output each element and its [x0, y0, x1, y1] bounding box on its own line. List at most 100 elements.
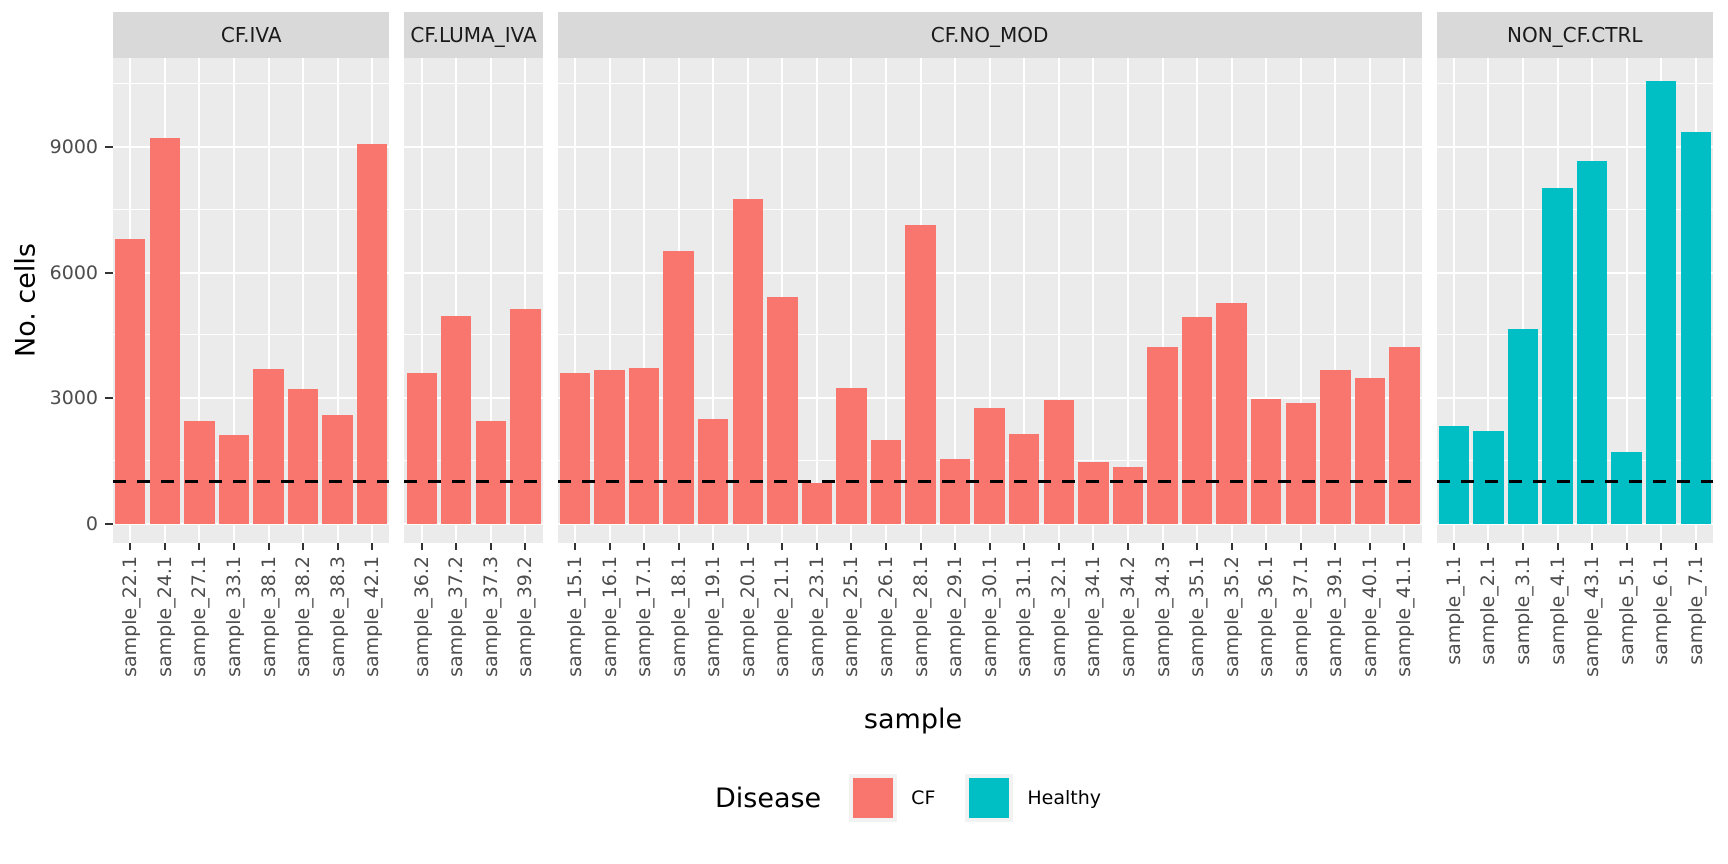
bar-slot: sample_34.1	[1076, 58, 1111, 677]
bar-slot: sample_2.1	[1471, 58, 1506, 665]
legend-item-CF: CF	[849, 774, 935, 822]
gridline-vertical	[1452, 58, 1455, 543]
bar-sample_36.2	[406, 373, 437, 524]
gridline-vertical	[198, 58, 201, 543]
facet-panel: sample_36.2 sample_37.2 sample_37.3 sample_…	[404, 58, 543, 677]
x-tick-mark	[1694, 543, 1697, 550]
x-tick-label: sample_30.1	[978, 556, 1001, 677]
bar-slot: sample_41.1	[1387, 58, 1422, 677]
x-tick-mark	[336, 543, 339, 550]
bar-sample_35.2	[1216, 303, 1247, 524]
bar-slot: sample_37.1	[1283, 58, 1318, 677]
gridline-vertical	[336, 58, 339, 543]
bar-slot: sample_35.2	[1214, 58, 1249, 677]
bar-slot: sample_24.1	[148, 58, 183, 677]
y-axis-title: No. cells	[10, 243, 42, 358]
bar-slot: sample_22.1	[113, 58, 148, 677]
gridline-vertical	[850, 58, 853, 543]
bar-slot: sample_37.3	[474, 58, 509, 677]
gridline-vertical	[420, 58, 423, 543]
bar-sample_37.3	[475, 420, 507, 524]
x-tick-label: sample_37.1	[1289, 556, 1312, 677]
x-tick-label: sample_24.1	[153, 556, 176, 677]
x-tick-mark	[885, 543, 887, 550]
bar-sample_35.1	[1181, 317, 1213, 524]
x-tick-label: sample_17.1	[633, 556, 656, 677]
x-tick-mark	[781, 543, 784, 550]
hline-dashed-threshold	[557, 480, 1422, 484]
gridline-vertical	[1023, 58, 1026, 543]
bar-sample_32.1	[1043, 399, 1075, 524]
x-tick-mark	[1368, 543, 1371, 550]
bar-slot: sample_34.3	[1145, 58, 1180, 677]
x-tick-mark	[1487, 543, 1490, 550]
bar-slot: sample_26.1	[869, 58, 904, 677]
bar-sample_5.1	[1611, 452, 1642, 524]
bar-sample_1.1	[1438, 425, 1470, 524]
gridline-major	[113, 397, 390, 400]
facet-strip-label: NON_CF.CTRL	[1436, 12, 1713, 58]
bar-sample_40.1	[1354, 378, 1386, 524]
bar-sample_39.1	[1320, 369, 1351, 524]
legend-key-swatch	[965, 774, 1014, 822]
bar-slot: sample_38.2	[286, 58, 321, 677]
bar-slot: sample_35.1	[1180, 58, 1215, 677]
gridline-vertical	[1161, 58, 1164, 543]
gridline-minor	[1436, 460, 1713, 462]
gridline-vertical	[267, 58, 270, 543]
bar-sample_16.1	[594, 369, 625, 524]
bar-sample_3.1	[1507, 329, 1539, 524]
x-tick-mark	[1556, 543, 1559, 550]
x-tick-mark	[954, 543, 957, 550]
bar-slot: sample_29.1	[938, 58, 973, 677]
x-tick-label: sample_31.1	[1013, 556, 1036, 677]
x-tick-label: sample_42.1	[361, 556, 384, 677]
bar-sample_36.1	[1250, 399, 1282, 524]
x-tick-mark	[1299, 543, 1302, 550]
gridline-vertical	[1126, 58, 1129, 543]
x-tick-mark	[1334, 543, 1337, 550]
x-tick-label: sample_35.2	[1220, 556, 1243, 677]
x-tick-mark	[1403, 543, 1406, 550]
bar-sample_33.1	[218, 435, 250, 524]
gridline-vertical	[455, 58, 458, 543]
y-tick-label: 3000	[49, 387, 98, 410]
bar-slot: sample_4.1	[1540, 58, 1575, 665]
gridline-vertical	[302, 58, 305, 543]
x-tick-mark	[1660, 543, 1663, 550]
gridline-major	[404, 145, 543, 148]
gridline-vertical	[885, 58, 887, 543]
bar-sample_17.1	[628, 368, 660, 524]
x-tick-label: sample_27.1	[188, 556, 211, 677]
gridline-vertical	[954, 58, 957, 543]
gridline-minor	[404, 208, 543, 210]
gridline-vertical	[1625, 58, 1628, 543]
legend-title: Disease	[714, 782, 822, 814]
bar-slot: sample_16.1	[592, 58, 627, 677]
x-tick-mark	[232, 543, 235, 550]
x-tick-label: sample_7.1	[1684, 556, 1707, 665]
x-tick-mark	[1023, 543, 1026, 550]
legend-key-swatch	[849, 774, 898, 822]
x-tick-label: sample_15.1	[563, 556, 586, 677]
x-tick-label: sample_4.1	[1546, 556, 1569, 665]
bar-slot: sample_21.1	[765, 58, 800, 677]
gridline-minor	[1436, 208, 1713, 210]
gridline-vertical	[1487, 58, 1490, 543]
bar-slot: sample_30.1	[972, 58, 1007, 677]
x-tick-mark	[815, 543, 818, 550]
gridline-minor	[404, 460, 543, 462]
x-tick-label: sample_43.1	[1581, 556, 1604, 677]
bar-sample_34.3	[1147, 347, 1178, 524]
x-tick-label: sample_23.1	[805, 556, 828, 677]
bar-slot: sample_15.1	[558, 58, 593, 677]
bar-sample_24.1	[149, 137, 181, 524]
gridline-vertical	[1334, 58, 1337, 543]
x-tick-mark	[1521, 543, 1524, 550]
x-tick-mark	[420, 543, 423, 550]
x-tick-label: sample_40.1	[1358, 556, 1381, 677]
gridline-minor	[1436, 334, 1713, 336]
bar-sample_39.2	[510, 309, 541, 524]
y-tick-label: 0	[85, 513, 98, 535]
